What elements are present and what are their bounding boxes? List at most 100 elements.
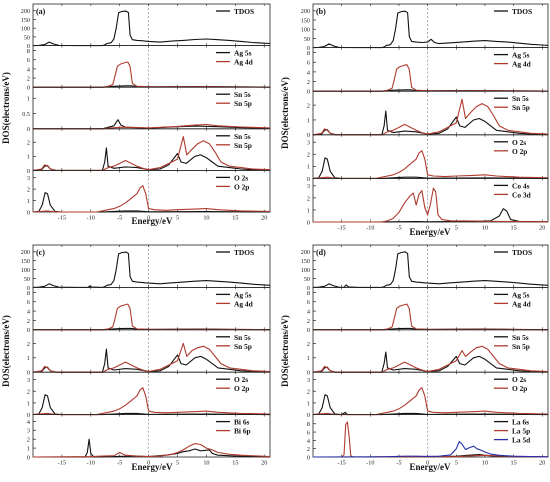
y-tick-label: 150 — [301, 258, 310, 265]
y-tick-label: 150 — [301, 17, 310, 24]
subplot-1: 0 50 100 150 200 TDOS (b) — [301, 3, 549, 52]
y-tick-label: 6 — [307, 60, 310, 67]
y-tick-label: 150 — [21, 258, 30, 265]
legend-label: Ag 4d — [234, 58, 254, 67]
series-line-tdos — [312, 10, 549, 49]
legend-label: TDOS — [234, 248, 254, 257]
y-tick-label: 6 — [307, 429, 310, 436]
y-tick-label: 1 — [27, 154, 30, 161]
y-tick-label: 2 — [27, 389, 30, 396]
y-tick-label: 0 — [27, 43, 30, 50]
y-tick-label: 1 — [307, 355, 310, 362]
y-tick-label: 2 — [307, 103, 310, 110]
legend-label: Bi 6p — [234, 427, 251, 436]
legend-label: Ag 5s — [512, 290, 530, 299]
x-tick-label: 10 — [203, 460, 209, 467]
y-tick-label: 0 — [27, 370, 30, 377]
y-tick-label: 0 — [27, 454, 30, 461]
x-tick-label: -15 — [338, 225, 346, 232]
legend-label: TDOS — [234, 7, 254, 16]
legend-label: Bi 6s — [234, 418, 250, 427]
x-tick-label: -15 — [58, 215, 66, 222]
y-tick-label: 0 — [307, 327, 310, 334]
y-tick-label: 0 — [307, 454, 310, 461]
y-axis-label: DOS(electrons/eV) — [1, 315, 11, 387]
legend-label: O 2s — [512, 375, 526, 384]
panel-label: (c) — [36, 248, 45, 257]
x-tick-label: 15 — [511, 460, 517, 467]
series-line-ag-4d — [313, 64, 549, 92]
y-tick-label: 3 — [27, 377, 30, 384]
y-tick-label: 1 — [307, 400, 310, 407]
series-line-co-3d — [313, 187, 549, 223]
y-tick-label: 50 — [304, 276, 310, 283]
y-tick-label: 3 — [27, 175, 30, 182]
y-tick-label: 8 — [27, 290, 30, 297]
x-axis-label: Energy/eV — [410, 227, 451, 237]
series-line-o-2p — [312, 387, 549, 416]
series-line-ag-4d — [33, 61, 271, 88]
legend-label: Sn 5s — [234, 90, 251, 99]
x-tick-label: -5 — [396, 225, 401, 232]
subplot-4: 0 1 2 3 O 2sO 2p — [27, 371, 271, 419]
x-tick-label: 10 — [482, 460, 488, 467]
x-tick-label: -10 — [366, 225, 374, 232]
y-tick-label: 100 — [21, 26, 30, 33]
y-tick-label: 0 — [307, 219, 310, 226]
legend-label: TDOS — [512, 248, 532, 257]
x-tick-label: -15 — [58, 460, 66, 467]
y-tick-label: 150 — [21, 17, 30, 24]
y-tick-label: 1 — [27, 445, 30, 452]
y-tick-label: 3 — [307, 140, 310, 147]
y-tick-label: 2 — [307, 389, 310, 396]
y-tick-label: 200 — [21, 8, 30, 15]
x-axis-label: Energy/eV — [410, 462, 451, 472]
x-tick-label: -5 — [396, 460, 401, 467]
legend-label: Co 4s — [512, 181, 530, 190]
y-tick-label: 6 — [27, 299, 30, 306]
x-tick-label: 20 — [261, 215, 267, 222]
y-tick-label: 50 — [24, 276, 30, 283]
x-tick-label: -5 — [117, 215, 122, 222]
y-tick-label: 8 — [307, 50, 310, 57]
legend-label: Sn 5p — [234, 342, 252, 351]
y-tick-label: 1 — [307, 207, 310, 214]
series-line-tdos — [32, 251, 271, 288]
legend-label: Sn 5s — [234, 132, 251, 141]
x-tick-label: 5 — [455, 460, 458, 467]
y-tick-label: 0 — [307, 412, 310, 419]
x-tick-label: 5 — [455, 225, 458, 232]
y-tick-label: 4 — [27, 66, 30, 73]
legend-label: Ag 4d — [234, 299, 254, 308]
y-tick-label: 1 — [27, 355, 30, 362]
legend-label: Ag 5s — [234, 49, 252, 58]
y-tick-label: 8 — [307, 421, 310, 428]
legend-label: Sn 5s — [512, 333, 529, 342]
legend-label: Ag 4d — [512, 60, 532, 69]
x-tick-label: 0 — [147, 460, 150, 467]
legend-label: O 2p — [512, 384, 527, 393]
y-tick-label: 100 — [301, 27, 310, 34]
y-tick-label: 3 — [307, 377, 310, 384]
y-tick-label: 0 — [27, 327, 30, 334]
x-tick-label: 15 — [232, 460, 238, 467]
subplot-4: 0 1 2 3 O 2sO 2p — [307, 371, 549, 419]
x-tick-label: 5 — [176, 460, 179, 467]
y-tick-label: 2 — [307, 195, 310, 202]
legend-label: O 2s — [512, 138, 526, 147]
y-tick-label: 100 — [21, 267, 30, 274]
y-tick-label: 0 — [27, 285, 30, 292]
series-line-o-2p — [312, 150, 549, 179]
y-tick-label: 1 — [27, 198, 30, 205]
y-tick-label: 0 — [307, 45, 310, 52]
y-tick-label: 1 — [307, 164, 310, 171]
